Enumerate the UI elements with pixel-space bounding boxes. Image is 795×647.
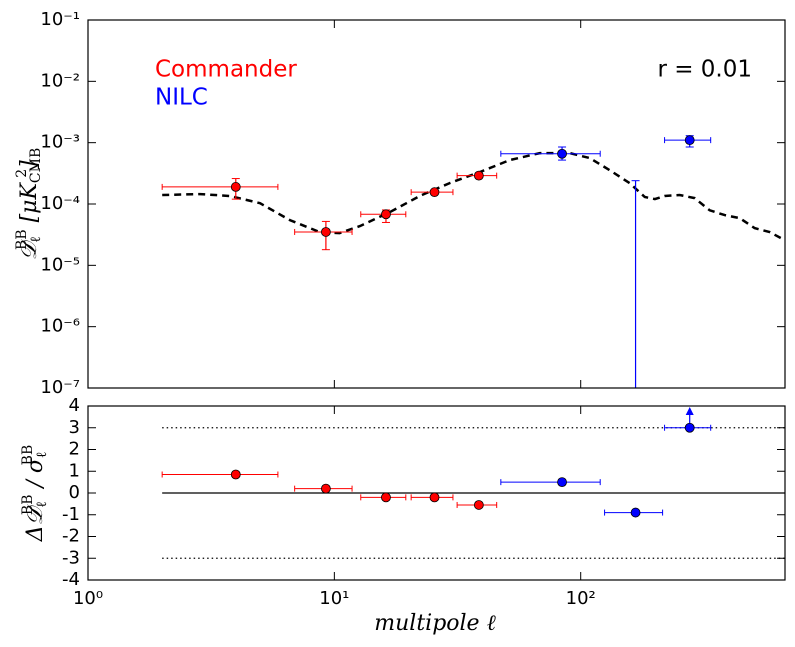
- x-axis-label: multipole ℓ: [374, 611, 496, 636]
- y-tick-label: 2: [69, 439, 80, 460]
- y-label-part: BB: [14, 229, 30, 250]
- y-label-part: ]: [17, 160, 42, 170]
- y-tick-label: 3: [69, 417, 80, 438]
- y-label-part: ℓ: [28, 236, 44, 243]
- y-tick-label: 10⁻⁵: [40, 254, 80, 275]
- data-point: [473, 170, 484, 181]
- data-point: [429, 187, 440, 198]
- y-tick-label: 10⁻²: [40, 70, 80, 91]
- data-point: [320, 483, 331, 494]
- y-label-part: ℓ: [34, 501, 50, 508]
- y-label-part: [μK: [17, 182, 42, 230]
- data-point: [381, 492, 391, 503]
- data-point: [684, 422, 695, 433]
- x-tick-label: 10¹: [319, 588, 349, 609]
- data-point: [230, 469, 241, 480]
- x-tick-label: 10⁰: [73, 588, 103, 609]
- y-label-part: BB: [20, 445, 36, 466]
- legend-commander: Commander: [155, 57, 297, 83]
- plot-frame: [87, 19, 786, 389]
- data-point: [429, 492, 440, 503]
- y-label-part: BB: [20, 494, 36, 515]
- y-tick-label: 10⁻⁶: [40, 316, 80, 337]
- y-label-part: / σ: [23, 457, 48, 494]
- y-tick-label: 10⁻¹: [40, 9, 80, 30]
- y-tick-label: -3: [62, 547, 80, 568]
- limit-arrow-head: [685, 407, 694, 415]
- data-point: [557, 148, 567, 159]
- y-tick-label: 4: [69, 395, 80, 416]
- y-label-part: 𝒟: [17, 238, 42, 260]
- y-axis-label: Δ𝒟ℓBB / σℓBB: [20, 445, 50, 542]
- data-point: [630, 507, 641, 518]
- y-tick-label: 10⁻⁴: [40, 193, 80, 214]
- y-tick-label: 0: [69, 482, 80, 503]
- data-point: [230, 182, 241, 192]
- legend-nilc: NILC: [155, 85, 208, 111]
- data-point: [684, 135, 695, 146]
- annotation: r = 0.01: [657, 57, 752, 83]
- x-tick-label: 10²: [566, 588, 596, 609]
- y-label-part: Δ𝒟: [23, 503, 48, 542]
- data-point: [320, 227, 331, 237]
- y-label-part: 2: [14, 169, 30, 178]
- data-point: [557, 477, 567, 488]
- data-point: [473, 500, 484, 510]
- y-label-part: ℓ: [34, 451, 50, 458]
- y-tick-label: -1: [62, 504, 80, 525]
- plot-frame: [87, 405, 786, 581]
- y-label-part: CMB: [28, 148, 44, 183]
- model-curve: [162, 151, 786, 242]
- y-tick-label: -4: [62, 569, 80, 590]
- plot-area: [161, 407, 712, 518]
- data-point: [381, 209, 391, 220]
- y-tick-label: 10⁻³: [40, 132, 80, 153]
- y-axis-label: 𝒟ℓBB [μKCMB2]: [14, 148, 44, 261]
- y-tick-label: 10⁻⁷: [40, 377, 80, 398]
- y-tick-label: 1: [69, 460, 80, 481]
- plot-area: [161, 135, 712, 388]
- y-tick-label: -2: [62, 526, 80, 547]
